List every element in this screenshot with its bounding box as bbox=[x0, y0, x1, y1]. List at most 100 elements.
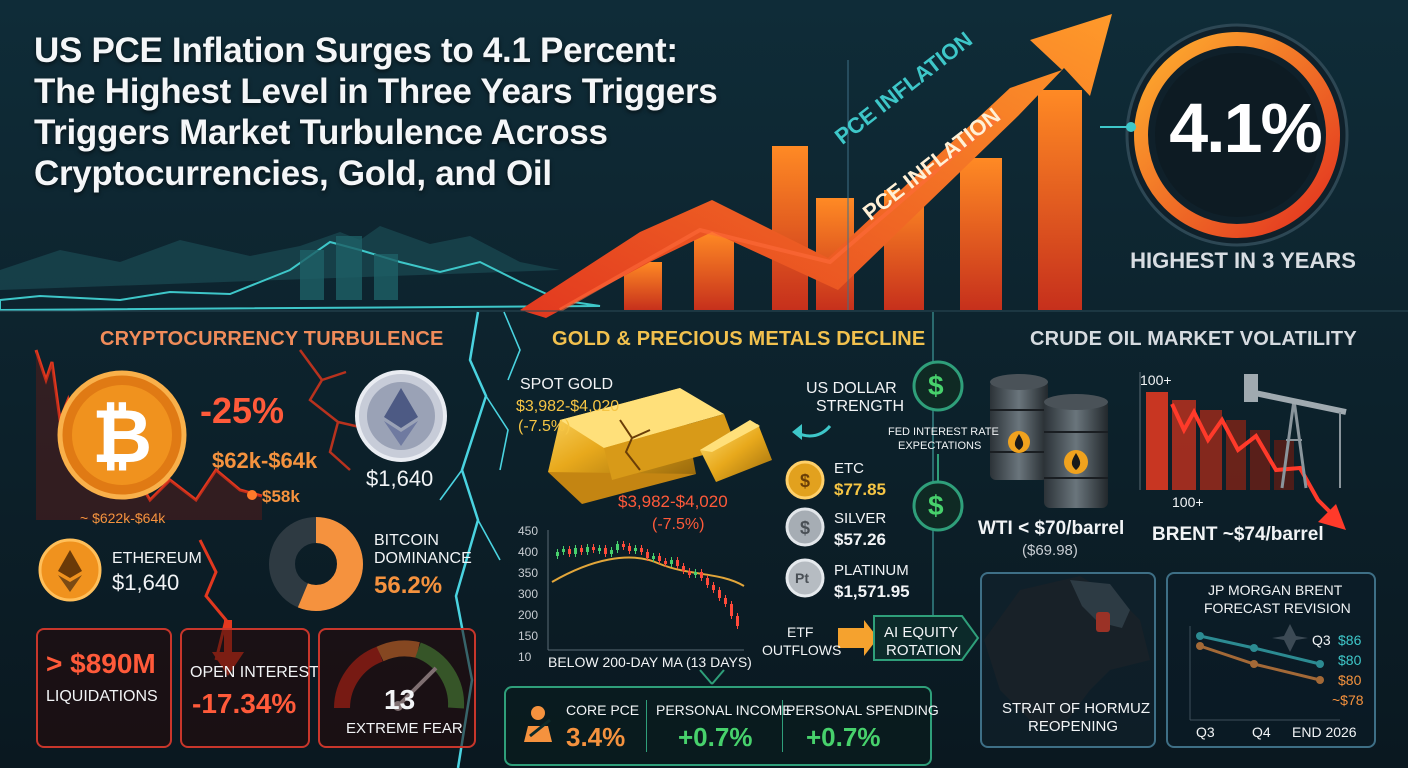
personal-income-label: PERSONAL INCOME bbox=[656, 702, 792, 718]
silver-coin-icon bbox=[787, 509, 823, 545]
stat-divider-1 bbox=[646, 700, 647, 752]
open-interest-label: OPEN INTEREST bbox=[190, 664, 319, 681]
crypto-section-title: CRYPTOCURRENCY TURBULENCE bbox=[100, 328, 444, 350]
gold-candle bbox=[688, 571, 691, 575]
forecast-value-4: ~$78 bbox=[1332, 692, 1364, 708]
oil-chart-top-label: 100+ bbox=[1140, 372, 1172, 388]
gold-chart-caption: BELOW 200-DAY MA (13 DAYS) bbox=[548, 654, 752, 670]
liquidations-label: LIQUIDATIONS bbox=[46, 688, 158, 705]
page-title: US PCE Inflation Surges to 4.1 Percent: … bbox=[34, 30, 834, 194]
gold-chart-y-tick: 10 bbox=[518, 650, 532, 664]
btc-change: -25% bbox=[200, 390, 285, 431]
headline-caption: HIGHEST IN 3 YEARS bbox=[1130, 248, 1356, 273]
etc-label: ETC bbox=[834, 460, 864, 477]
forecast-title-2: FORECAST REVISION bbox=[1204, 600, 1351, 616]
dominance-donut bbox=[270, 518, 362, 610]
stat-divider-2 bbox=[782, 700, 783, 752]
fed-dollar-icon-bottom: $ bbox=[928, 490, 944, 521]
gold-candle bbox=[658, 556, 661, 561]
gold-chart-y-tick: 450 bbox=[518, 524, 539, 538]
gold-candle bbox=[574, 548, 577, 554]
gold-candle bbox=[610, 550, 613, 554]
fear-gauge-card: 13 EXTREME FEAR bbox=[318, 628, 476, 748]
gold-candle bbox=[634, 548, 637, 551]
gold-candle bbox=[562, 549, 565, 552]
fed-label-1: FED INTEREST RATE bbox=[888, 426, 999, 438]
forecast-title-1: JP MORGAN BRENT bbox=[1208, 582, 1343, 598]
person-chart-icon bbox=[520, 704, 556, 744]
gold-candle bbox=[586, 547, 589, 552]
gold-candle bbox=[640, 548, 643, 552]
gold-candle bbox=[568, 549, 571, 554]
personal-income-value: +0.7% bbox=[678, 722, 753, 752]
gold-candle bbox=[676, 560, 679, 566]
gold-candle bbox=[646, 552, 649, 558]
ethereum-icon bbox=[357, 372, 445, 460]
platinum-value: $1,571.95 bbox=[834, 582, 910, 601]
spot-gold-range: $3,982-$4,020 bbox=[516, 398, 620, 415]
gold-chart-y-tick: 150 bbox=[518, 629, 539, 643]
gold-chart-y-tick: 300 bbox=[518, 587, 539, 601]
gold-candle bbox=[592, 547, 595, 550]
gold-candle bbox=[556, 552, 559, 556]
etc-coin-icon bbox=[787, 462, 823, 498]
gold-price-chart: 450 400 350 300 200 150 10 bbox=[514, 520, 746, 670]
brent-forecast-card: JP MORGAN BRENT FORECAST REVISION Q3 $86… bbox=[1166, 572, 1376, 748]
gold-candle bbox=[718, 590, 721, 598]
gold-bars-icon bbox=[548, 388, 774, 504]
platinum-label: PLATINUM bbox=[834, 562, 909, 579]
forecast-value-1: $86 bbox=[1338, 632, 1362, 648]
eth-label: ETHEREUM bbox=[112, 550, 202, 567]
oil-chart-bottom-label: 100+ bbox=[1172, 494, 1204, 510]
gold-candle bbox=[724, 598, 727, 604]
gold-candle bbox=[736, 616, 739, 626]
oil-section-title: CRUDE OIL MARKET VOLATILITY bbox=[1030, 328, 1357, 350]
gold-candle bbox=[706, 578, 709, 585]
dominance-label-1: BITCOIN bbox=[374, 532, 439, 549]
fed-dollar-icon-top: $ bbox=[928, 370, 944, 401]
btc-low: $58k bbox=[262, 487, 300, 506]
gold-candle bbox=[628, 546, 631, 551]
forecast-q3-label: Q3 bbox=[1312, 632, 1331, 648]
gold-candle bbox=[616, 544, 619, 550]
hormuz-card: STRAIT OF HORMUZ REOPENING bbox=[980, 572, 1156, 748]
gold-candle bbox=[652, 556, 655, 559]
svg-text:$: $ bbox=[800, 471, 810, 491]
title-line-1: US PCE Inflation Surges to 4.1 Percent: bbox=[34, 31, 678, 70]
silver-label: SILVER bbox=[834, 510, 887, 527]
dominance-value: 56.2% bbox=[374, 572, 443, 599]
etf-label-1: ETF bbox=[787, 624, 814, 640]
liquidations-value: > $890M bbox=[46, 648, 156, 679]
forecast-x-q4: Q4 bbox=[1252, 724, 1271, 740]
gold-candle bbox=[580, 548, 583, 552]
fed-label-2: EXPECTATIONS bbox=[898, 440, 982, 452]
btc-range-small: ~ $622k-$64k bbox=[80, 510, 166, 526]
silver-value: $57.26 bbox=[834, 530, 886, 549]
platinum-coin-icon: Pt bbox=[795, 570, 809, 586]
eth-price: $1,640 bbox=[112, 570, 180, 595]
open-interest-value: -17.34% bbox=[192, 688, 297, 719]
personal-spending-label: PERSONAL SPENDING bbox=[786, 702, 939, 718]
title-line-3: Triggers Market Turbulence Across bbox=[34, 113, 608, 152]
gold-chart-y-tick: 350 bbox=[518, 566, 539, 580]
dominance-label-2: DOMINANCE bbox=[374, 550, 472, 567]
fear-value: 13 bbox=[384, 684, 416, 715]
title-line-2: The Highest Level in Three Years Trigger… bbox=[34, 72, 718, 111]
gold-candle bbox=[730, 604, 733, 616]
gold-candle bbox=[712, 585, 715, 590]
fear-label: EXTREME FEAR bbox=[346, 720, 463, 737]
spot-gold-change: (-7.5%) bbox=[518, 418, 571, 435]
forecast-value-2: $80 bbox=[1338, 652, 1362, 668]
personal-spending-value: +0.7% bbox=[806, 722, 881, 752]
bitcoin-icon bbox=[60, 373, 184, 497]
ai-rotation-label-2: ROTATION bbox=[886, 642, 962, 659]
usd-label-1: US DOLLAR bbox=[806, 380, 897, 397]
gold-candle bbox=[694, 572, 697, 575]
forecast-x-q3: Q3 bbox=[1196, 724, 1215, 740]
svg-text:$: $ bbox=[800, 518, 810, 538]
pce-stats-card: CORE PCE 3.4% PERSONAL INCOME +0.7% PERS… bbox=[504, 686, 939, 766]
hormuz-label-1: STRAIT OF HORMUZ bbox=[1002, 700, 1151, 717]
oil-barrels-icon bbox=[990, 374, 1108, 508]
gold-candle bbox=[604, 548, 607, 554]
title-line-4: Cryptocurrencies, Gold, and Oil bbox=[34, 154, 552, 193]
